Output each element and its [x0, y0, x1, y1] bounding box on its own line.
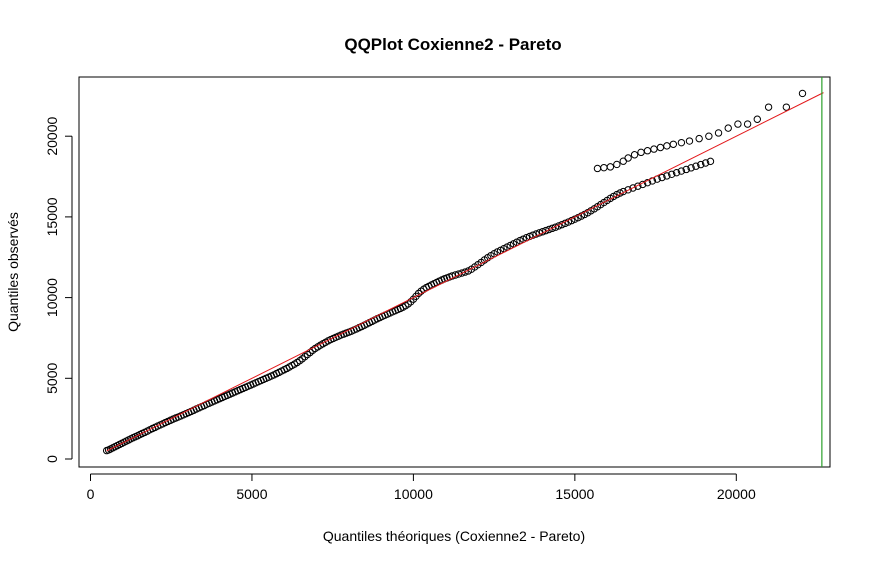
- data-point: [624, 186, 632, 194]
- data-point: [798, 89, 807, 98]
- data-point: [685, 137, 694, 145]
- data-point: [687, 164, 695, 172]
- data-point: [706, 157, 715, 166]
- data-point: [637, 148, 645, 157]
- x-axis: 0 5000 10000 15000 20000: [87, 473, 756, 502]
- data-point: [643, 147, 652, 155]
- data-point: [629, 184, 637, 192]
- data-point: [682, 165, 690, 174]
- data-point: [663, 142, 671, 150]
- data-point: [656, 143, 665, 152]
- plot-frame: [78, 76, 831, 468]
- data-point: [555, 222, 563, 230]
- data-point: [600, 163, 608, 172]
- data-points: [102, 89, 807, 455]
- data-point: [672, 168, 681, 177]
- data-point: [658, 173, 666, 182]
- data-point: [548, 224, 556, 233]
- data-point: [753, 115, 761, 123]
- data-point: [532, 230, 540, 238]
- data-point: [668, 170, 676, 178]
- data-point: [458, 269, 466, 277]
- data-point: [724, 124, 732, 132]
- y-tick-label: 0: [44, 455, 60, 463]
- y-axis-label: Quantiles observés: [5, 212, 21, 332]
- data-point: [542, 226, 550, 235]
- x-tick-label: 5000: [236, 486, 267, 502]
- x-tick-label: 10000: [394, 486, 433, 502]
- x-tick-label: 20000: [717, 486, 756, 502]
- data-point: [692, 162, 700, 170]
- data-point: [669, 140, 678, 148]
- x-tick-label: 15000: [555, 486, 594, 502]
- data-point: [697, 160, 705, 169]
- data-point: [448, 272, 456, 280]
- data-point: [461, 268, 469, 276]
- data-point: [714, 129, 723, 137]
- data-point: [705, 132, 713, 140]
- data-point: [634, 182, 642, 190]
- data-point: [624, 154, 632, 162]
- data-point: [677, 138, 686, 147]
- x-axis-label: Quantiles théoriques (Coxienne2 - Pareto…: [323, 528, 585, 544]
- reference-line: [106, 92, 824, 452]
- data-point: [630, 151, 639, 159]
- data-point: [551, 223, 560, 231]
- data-point: [677, 167, 686, 175]
- y-axis: 0 5000 10000 15000 20000: [44, 117, 73, 463]
- y-tick-label: 10000: [44, 278, 60, 317]
- data-point: [734, 120, 742, 128]
- y-tick-label: 5000: [44, 363, 60, 394]
- x-tick-label: 0: [87, 486, 95, 502]
- data-point: [701, 159, 710, 167]
- data-point: [650, 145, 658, 153]
- data-point: [743, 120, 752, 128]
- y-tick-label: 15000: [44, 197, 60, 236]
- chart-title: QQPlot Coxienne2 - Pareto: [344, 35, 561, 54]
- data-point: [764, 103, 773, 111]
- data-point: [454, 270, 463, 278]
- data-point: [545, 225, 553, 234]
- data-point: [663, 172, 671, 180]
- data-point: [593, 164, 602, 173]
- data-point: [695, 134, 703, 143]
- data-point: [782, 103, 791, 111]
- data-point: [606, 163, 615, 171]
- y-tick-label: 20000: [44, 117, 60, 156]
- data-point: [613, 160, 621, 169]
